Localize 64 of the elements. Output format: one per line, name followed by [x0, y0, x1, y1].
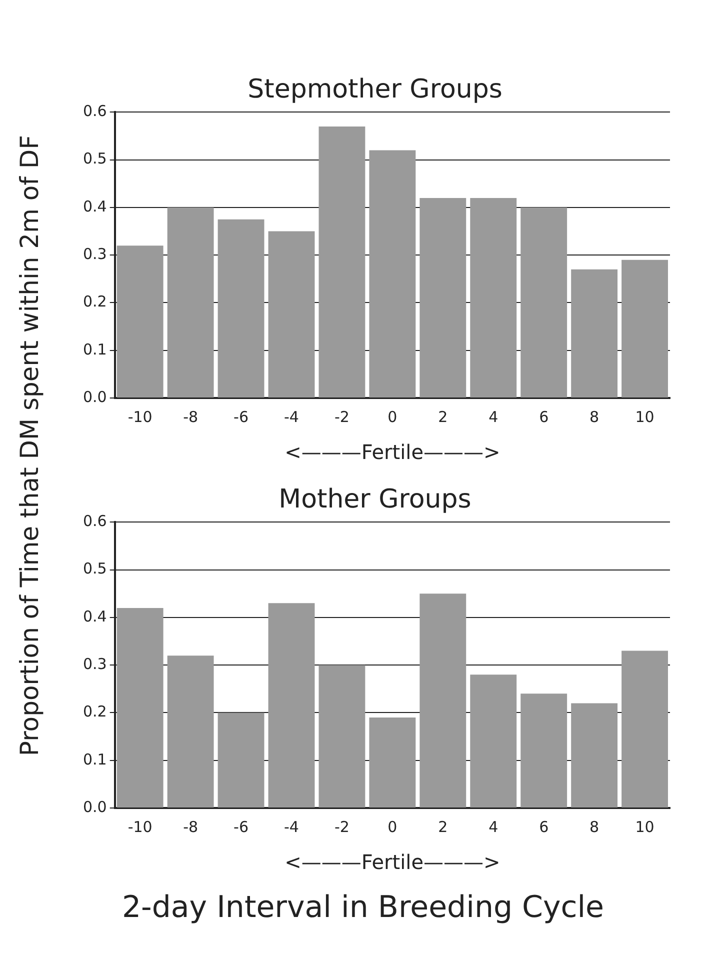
x-tick-label: 8 [590, 408, 600, 426]
y-tick-label: 0.6 [82, 512, 107, 530]
x-axis-title: <———Fertile———> [284, 850, 500, 874]
bar [268, 603, 315, 808]
x-tick-label: 10 [635, 408, 654, 426]
x-tick-label: -10 [128, 818, 152, 836]
y-tick-label: 0.0 [82, 388, 107, 406]
bar [218, 712, 264, 808]
x-tick-label: 8 [590, 818, 600, 836]
bar [167, 207, 214, 398]
bar [116, 608, 164, 808]
x-tick-label: -2 [334, 408, 350, 426]
bar [369, 717, 416, 808]
chart-title: Mother Groups [278, 484, 472, 514]
x-tick-label: 6 [539, 818, 549, 836]
bar [470, 674, 517, 808]
x-tick-label: -4 [284, 408, 299, 426]
x-tick-label: 2 [438, 818, 448, 836]
bar [318, 126, 366, 398]
x-tick-label: 6 [539, 408, 549, 426]
bar [116, 246, 164, 398]
x-tick-label: 0 [388, 818, 398, 836]
x-tick-label: 4 [488, 818, 498, 836]
bar [420, 594, 466, 808]
y-tick-label: 0.1 [82, 340, 107, 358]
y-tick-label: 0.4 [82, 197, 107, 216]
bar [470, 198, 517, 398]
x-tick-label: 2 [438, 408, 448, 426]
bar [520, 207, 568, 398]
x-tick-label: 10 [635, 818, 654, 836]
x-tick-label: 0 [388, 408, 398, 426]
text: 2-day Interval in Breeding Cycle [120, 890, 606, 925]
bar [167, 656, 214, 808]
bar [622, 650, 668, 808]
y-tick-label: 0.2 [82, 292, 107, 311]
bar [420, 198, 466, 398]
bar [369, 150, 416, 398]
bar [571, 269, 618, 398]
x-tick-label: -10 [128, 408, 152, 426]
x-tick-label: -4 [284, 818, 299, 836]
x-tick-label: -6 [234, 408, 249, 426]
x-tick-label: -8 [183, 818, 198, 836]
x-tick-label: -8 [183, 408, 198, 426]
bar [318, 665, 366, 808]
bar [218, 219, 264, 398]
y-tick-label: 0.3 [82, 654, 107, 673]
y-tick-label: 0.1 [82, 750, 107, 768]
bar [268, 231, 315, 398]
y-axis-title: Proportion of Time that DM spent within 2m of DF [16, 134, 44, 756]
y-tick-label: 0.2 [82, 702, 107, 721]
x-tick-label: -6 [234, 818, 249, 836]
chart-title: Stepmother Groups [248, 74, 502, 104]
y-tick-label: 0.0 [82, 798, 107, 816]
y-tick-label: 0.5 [82, 560, 107, 578]
y-tick-label: 0.4 [82, 607, 107, 626]
bar [571, 703, 618, 808]
y-tick-label: 0.6 [82, 102, 107, 120]
y-tick-label: 0.5 [82, 150, 107, 168]
bar [520, 694, 568, 808]
bar [622, 260, 668, 398]
x-tick-label: 4 [488, 408, 498, 426]
x-tick-label: -2 [334, 818, 350, 836]
y-tick-label: 0.3 [82, 244, 107, 263]
x-axis-title: <———Fertile———> [284, 440, 500, 464]
